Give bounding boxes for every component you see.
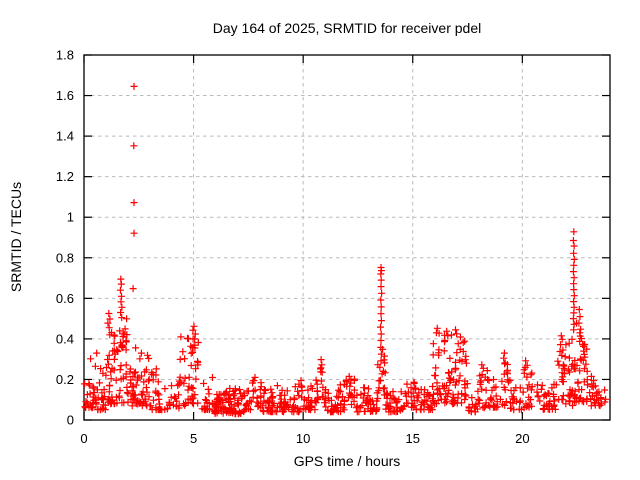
y-tick-label: 0	[67, 413, 74, 428]
y-tick-label: 0.4	[56, 331, 74, 346]
x-tick-label: 15	[406, 431, 420, 446]
plot-frame	[83, 54, 611, 421]
y-tick-label: 0.2	[56, 372, 74, 387]
frame-rect	[83, 54, 611, 421]
data-points	[81, 82, 610, 418]
x-tick-label: 0	[80, 431, 87, 446]
x-tick-label: 20	[515, 431, 529, 446]
y-axis-label: SRMTID / TECUs	[8, 182, 24, 292]
y-tick-label: 1	[67, 210, 74, 225]
gridlines	[84, 54, 610, 420]
tick-labels: 0 0.2 0.4 0.6 0.8 1 1.2 1.4 1.6 1.8 0 5 10 15 20	[56, 48, 530, 447]
y-tick-label: 1.2	[56, 169, 74, 184]
y-tick-label: 1.8	[56, 48, 74, 63]
y-tick-label: 0.6	[56, 291, 74, 306]
x-axis-label: GPS time / hours	[294, 453, 401, 469]
x-tick-label: 10	[296, 431, 310, 446]
axis-ticks	[83, 54, 610, 421]
chart-title: Day 164 of 2025, SRMTID for receiver pde…	[213, 20, 481, 36]
y-tick-label: 1.4	[56, 129, 74, 144]
scatter-points	[81, 82, 610, 418]
y-tick-label: 1.6	[56, 88, 74, 103]
x-tick-label: 5	[190, 431, 197, 446]
y-tick-label: 0.8	[56, 250, 74, 265]
